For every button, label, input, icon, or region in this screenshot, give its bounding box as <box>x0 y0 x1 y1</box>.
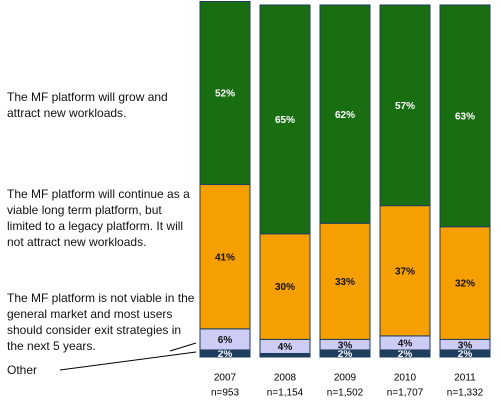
data-label: 30% <box>275 282 295 293</box>
data-label: 41% <box>215 252 235 263</box>
x-tick-label: 2008 <box>274 373 297 384</box>
arrow <box>59 351 197 371</box>
bar-segment <box>379 205 431 337</box>
data-label: 3% <box>458 340 473 351</box>
data-label: 2% <box>398 349 413 360</box>
data-label: 37% <box>395 266 415 277</box>
data-label: 6% <box>218 335 233 346</box>
data-label: 32% <box>455 279 475 290</box>
data-label: 2% <box>458 349 473 360</box>
x-tick-label: 2009 <box>334 373 357 384</box>
data-label: 62% <box>335 110 355 121</box>
data-label: 4% <box>278 342 293 353</box>
bar-segment <box>439 226 491 340</box>
x-tick-label: 2011 <box>454 373 476 384</box>
x-tick-label: 2010 <box>394 373 417 384</box>
legend-label: The MF platform is not viable in the gen… <box>7 291 195 353</box>
legend-label: Other <box>7 363 38 377</box>
bar-segment <box>319 222 371 340</box>
x-tick-sublabel: n=1,707 <box>387 388 424 399</box>
data-label: 33% <box>335 277 355 288</box>
legend-label: The MF platform will continue as a viabl… <box>7 187 190 249</box>
bar-segment <box>439 4 491 228</box>
bar-segment <box>379 4 431 207</box>
data-label: 63% <box>455 112 475 123</box>
arrow <box>169 342 197 352</box>
bar-segment <box>319 4 371 224</box>
data-label: 4% <box>398 339 413 350</box>
legend-label: The MF platform will grow and attract ne… <box>7 90 168 120</box>
data-label: 57% <box>395 101 415 112</box>
bar-segment <box>259 352 311 358</box>
bar-segment <box>259 4 311 235</box>
x-tick-sublabel: n=1,502 <box>327 388 364 399</box>
data-label: 3% <box>338 340 353 351</box>
data-label: 2% <box>338 349 353 360</box>
data-label: 2% <box>218 349 233 360</box>
data-label: 52% <box>215 89 235 100</box>
x-tick-sublabel: n=1,332 <box>447 388 484 399</box>
x-tick-label: 2007 <box>214 373 237 384</box>
x-tick-sublabel: n=1,154 <box>267 388 304 399</box>
x-tick-sublabel: n=953 <box>211 388 240 399</box>
data-label: 65% <box>275 115 295 126</box>
bar-segment <box>199 0 251 186</box>
